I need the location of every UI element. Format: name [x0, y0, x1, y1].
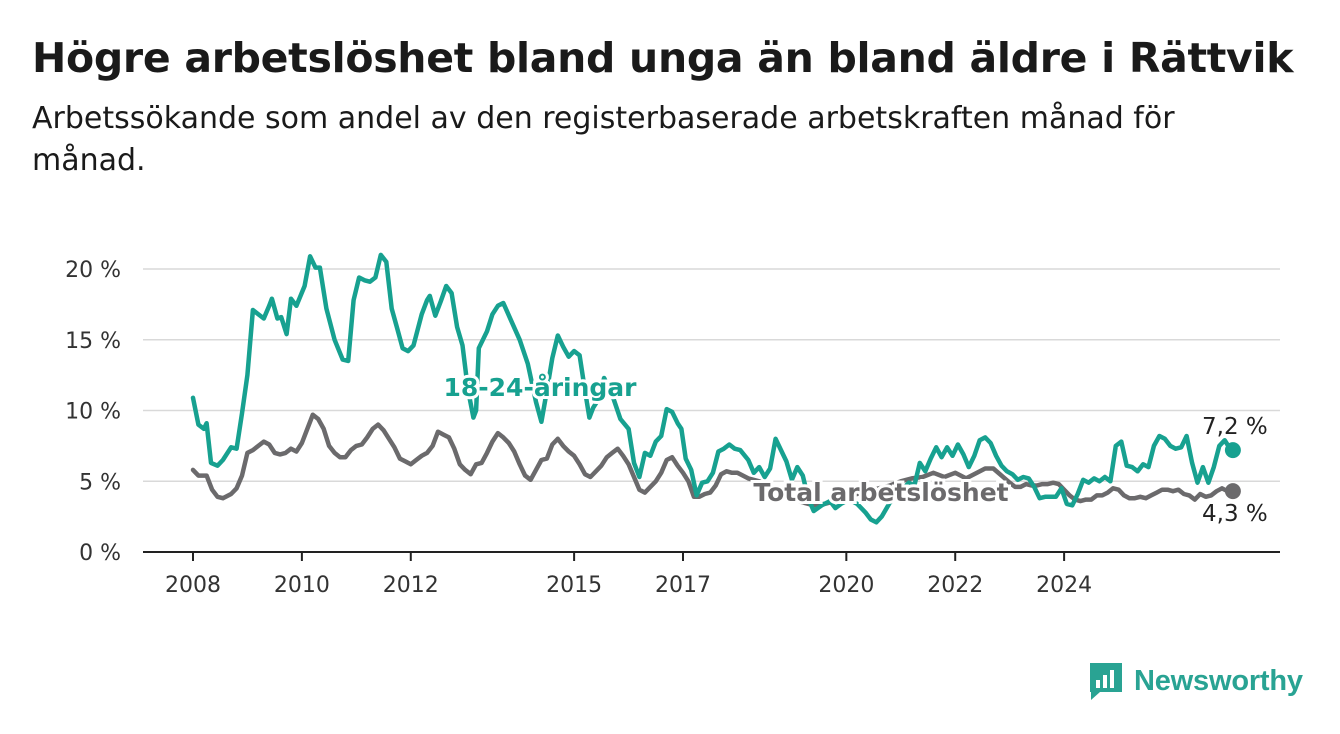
x-tick-label: 2008 — [165, 573, 221, 598]
end-point-total — [1224, 483, 1241, 500]
y-tick-label: 15 % — [65, 329, 121, 354]
end-value-label-total: 4,3 % — [1202, 501, 1268, 527]
y-tick-label: 5 % — [79, 470, 121, 495]
grid-lines — [143, 268, 1280, 553]
x-tick-label: 2015 — [546, 573, 602, 598]
x-tick-label: 2017 — [655, 573, 711, 598]
x-tick-label: 2024 — [1036, 573, 1092, 598]
x-tick-label: 2012 — [383, 573, 439, 598]
series-labels: 18-24-åringar Total arbetslöshet 7,2 % 4,3 … — [441, 370, 1271, 530]
x-tick-label: 2022 — [927, 573, 983, 598]
series-label-18-24: 18-24-åringar — [444, 373, 638, 402]
x-tick-label: 2010 — [274, 573, 330, 598]
end-point-18-24 — [1224, 442, 1241, 459]
chart-subtitle: Arbetssökande som andel av den registerb… — [32, 101, 1175, 178]
series-label-total: Total arbetslöshet — [753, 478, 1008, 507]
y-tick-label: 0 % — [79, 541, 121, 566]
x-axis-ticks: 2008 2010 2012 2015 2017 2020 2022 2024 — [165, 552, 1092, 598]
series-lines — [190, 252, 1241, 525]
y-tick-label: 20 % — [65, 258, 121, 283]
end-value-label-18-24: 7,2 % — [1202, 414, 1268, 440]
bar-chart-speech-bubble-icon — [1090, 663, 1122, 700]
y-axis-ticks: 0 % 5 % 10 % 15 % 20 % — [65, 258, 121, 566]
chart-title: Högre arbetslöshet bland unga än bland ä… — [32, 34, 1294, 82]
newsworthy-logo: Newsworthy — [1088, 660, 1303, 702]
series-line-18-24 — [190, 252, 1236, 525]
x-tick-label: 2020 — [818, 573, 874, 598]
y-tick-label: 10 % — [65, 400, 121, 425]
series-line-total — [190, 412, 1236, 508]
brand-name: Newsworthy — [1134, 664, 1303, 697]
